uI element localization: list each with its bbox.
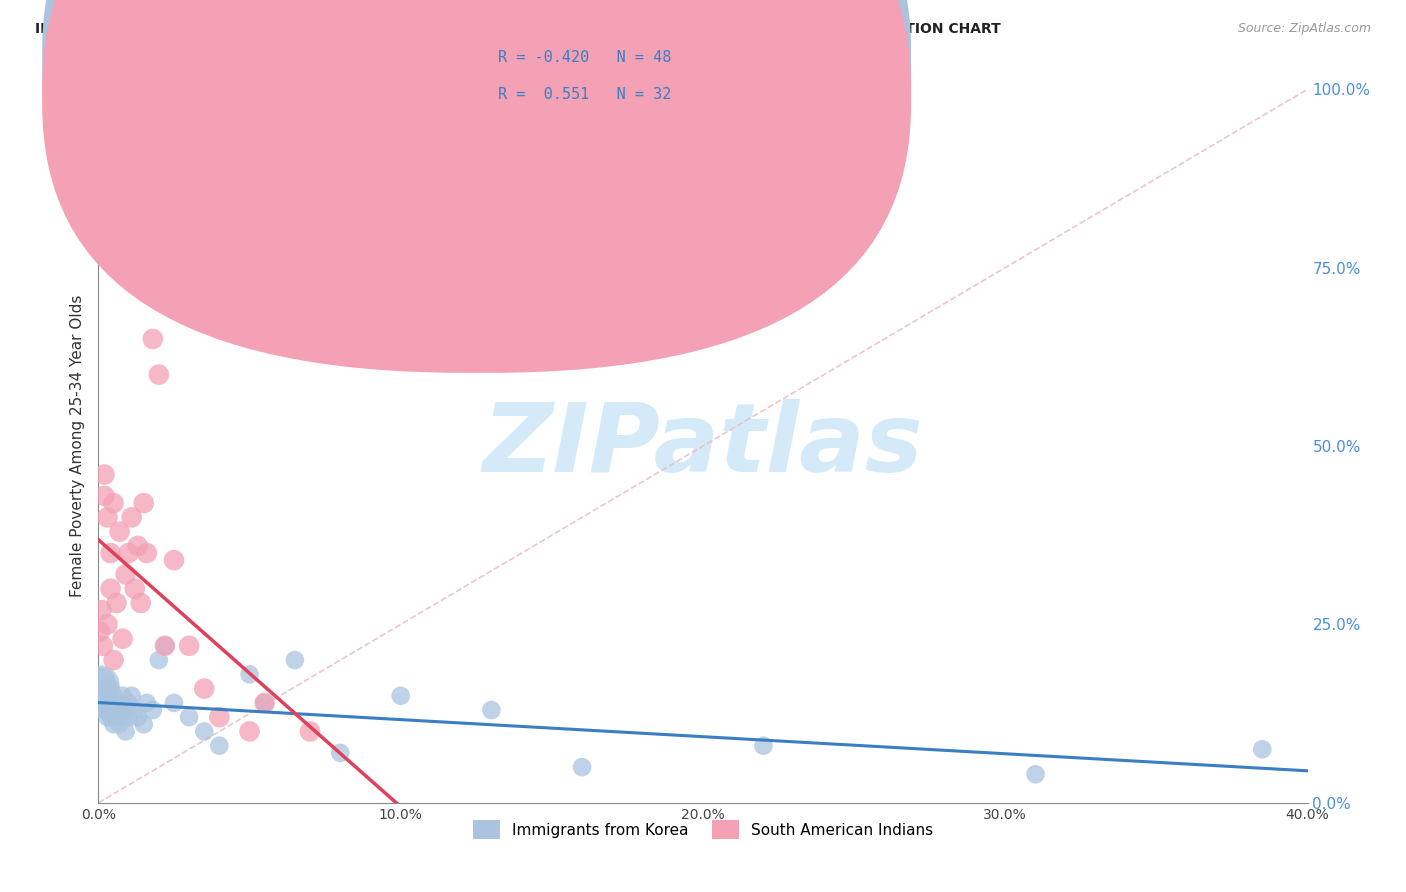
Point [135, 546, 157, 560]
Point [153, 639, 176, 653]
Point [108, 703, 131, 717]
Point [253, 696, 276, 710]
Point [148, 368, 170, 382]
Point [299, 724, 322, 739]
Point [1024, 767, 1046, 781]
Point [163, 553, 186, 567]
Point [111, 710, 134, 724]
Text: R =  0.551   N = 32: R = 0.551 N = 32 [498, 87, 671, 102]
Point [153, 639, 176, 653]
Point [91, 639, 114, 653]
Point [253, 696, 276, 710]
Point [239, 667, 262, 681]
Point [100, 696, 122, 710]
Point [571, 760, 593, 774]
Point [481, 703, 503, 717]
Point [179, 710, 201, 724]
Point [103, 703, 125, 717]
Point [118, 546, 141, 560]
Point [100, 681, 122, 696]
Point [108, 717, 131, 731]
Point [103, 689, 125, 703]
Point [89, 678, 111, 692]
Point [121, 510, 143, 524]
Point [193, 724, 215, 739]
Text: Source: ZipAtlas.com: Source: ZipAtlas.com [1237, 22, 1371, 36]
Point [121, 689, 143, 703]
Point [148, 653, 170, 667]
Text: IMMIGRANTS FROM KOREA VS SOUTH AMERICAN INDIAN FEMALE POVERTY AMONG 25-34 YEAR O: IMMIGRANTS FROM KOREA VS SOUTH AMERICAN … [35, 22, 1001, 37]
Point [752, 739, 775, 753]
Point [284, 653, 307, 667]
Point [100, 546, 122, 560]
Point [93, 467, 115, 482]
Point [114, 703, 136, 717]
Point [132, 496, 155, 510]
Text: R = -0.420   N = 48: R = -0.420 N = 48 [498, 51, 671, 65]
Point [94, 696, 117, 710]
Point [239, 724, 262, 739]
Point [124, 703, 146, 717]
Point [208, 739, 231, 753]
Point [124, 582, 146, 596]
Point [1251, 742, 1274, 756]
Point [193, 681, 215, 696]
Point [93, 681, 115, 696]
Point [111, 632, 134, 646]
Point [96, 617, 118, 632]
Point [91, 689, 114, 703]
Point [132, 717, 155, 731]
Point [127, 539, 149, 553]
Point [90, 603, 112, 617]
Point [114, 567, 136, 582]
Point [111, 689, 134, 703]
Point [103, 717, 125, 731]
Point [93, 703, 115, 717]
Point [100, 582, 122, 596]
Point [127, 710, 149, 724]
Point [105, 596, 128, 610]
Point [179, 639, 201, 653]
Point [96, 710, 118, 724]
Point [118, 696, 141, 710]
Point [96, 689, 118, 703]
Point [93, 489, 115, 503]
Point [108, 524, 131, 539]
Point [105, 696, 128, 710]
Point [90, 696, 112, 710]
Point [103, 496, 125, 510]
Point [208, 710, 231, 724]
Text: ZIPatlas: ZIPatlas [482, 400, 924, 492]
Point [90, 674, 112, 689]
Point [89, 624, 111, 639]
Point [96, 510, 118, 524]
Point [142, 703, 165, 717]
Point [142, 332, 165, 346]
Point [105, 710, 128, 724]
Point [118, 710, 141, 724]
Legend: Immigrants from Korea, South American Indians: Immigrants from Korea, South American In… [467, 814, 939, 845]
Point [389, 689, 412, 703]
Point [135, 696, 157, 710]
Point [129, 596, 152, 610]
Point [103, 653, 125, 667]
Point [329, 746, 352, 760]
Point [96, 703, 118, 717]
Point [163, 696, 186, 710]
Y-axis label: Female Poverty Among 25-34 Year Olds: Female Poverty Among 25-34 Year Olds [69, 295, 84, 597]
Point [114, 724, 136, 739]
Point [100, 710, 122, 724]
